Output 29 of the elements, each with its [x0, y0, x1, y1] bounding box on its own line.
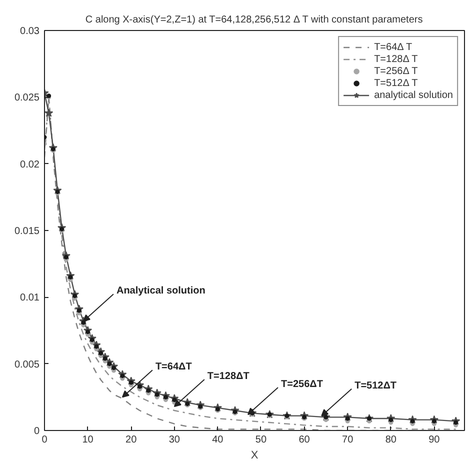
legend-label: T=64Δ T: [374, 41, 412, 53]
y-tick-label: 0.015: [14, 226, 40, 237]
annotation: T=256ΔT: [281, 379, 323, 390]
legend-label: analytical solution: [374, 89, 453, 101]
y-tick-label: 0.02: [20, 159, 40, 170]
legend-label: T=512Δ T: [374, 77, 418, 89]
y-tick-label: 0.01: [20, 292, 40, 304]
x-tick-label: 10: [82, 434, 94, 446]
y-tick-label: 0.005: [14, 359, 40, 370]
y-tick-label: 0.03: [20, 26, 40, 37]
x-tick-label: 0: [42, 434, 48, 446]
annotation: T=512ΔT: [354, 380, 397, 392]
y-tick-label: 0.025: [14, 92, 40, 104]
x-tick-label: 70: [342, 434, 354, 446]
x-tick-label: 20: [126, 434, 138, 446]
legend-label: T=128Δ T: [374, 53, 418, 65]
x-tick-label: 30: [168, 434, 180, 446]
x-tick-label: 50: [255, 434, 267, 446]
y-tick-label: 0: [34, 426, 40, 437]
x-tick-label: 90: [428, 434, 440, 446]
annotation: T=64ΔT: [155, 362, 192, 373]
annotation: Analytical solution: [116, 286, 206, 297]
x-tick-label: 60: [298, 434, 310, 446]
x-tick-label: 80: [385, 434, 397, 446]
annotation: T=128ΔT: [207, 371, 250, 382]
chart-title: C along X-axis(Y=2,Z=1) at T=64,128,256,512 Δ T with constant parameters: [85, 14, 423, 26]
x-tick-label: 40: [212, 434, 224, 446]
legend-label: T=256Δ T: [374, 65, 418, 77]
x-axis-title: X: [250, 450, 259, 462]
